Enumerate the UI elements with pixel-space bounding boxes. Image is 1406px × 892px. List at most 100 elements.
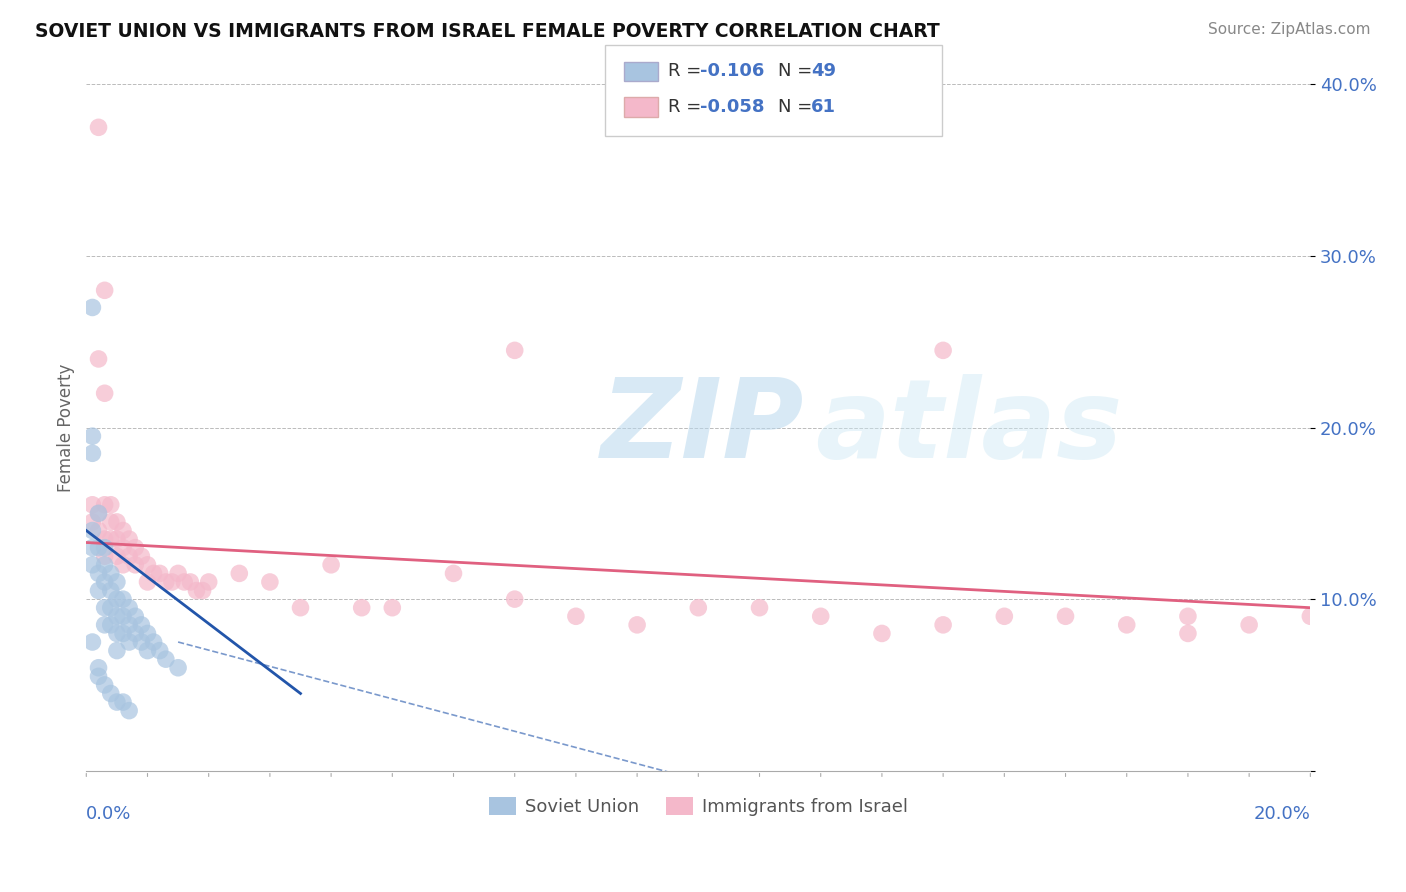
Point [443, 566, 465, 581]
Point [142, 635, 165, 649]
Point [136, 558, 159, 572]
Point [1177, 626, 1199, 640]
Point [350, 600, 373, 615]
Point [105, 643, 128, 657]
Point [160, 574, 183, 589]
Point [173, 574, 195, 589]
Text: -0.058: -0.058 [700, 98, 765, 116]
Point [1054, 609, 1077, 624]
Point [93, 678, 115, 692]
Point [118, 600, 141, 615]
Point [1115, 618, 1137, 632]
Point [381, 600, 404, 615]
Point [87, 669, 110, 683]
Point [93, 498, 115, 512]
Point [93, 618, 115, 632]
Point [131, 618, 153, 632]
Point [124, 541, 146, 555]
Point [118, 618, 141, 632]
Point [93, 549, 115, 564]
Point [155, 574, 177, 589]
Point [503, 592, 526, 607]
Point [100, 498, 122, 512]
Point [82, 541, 104, 555]
Point [142, 566, 165, 581]
Text: 0.0%: 0.0% [86, 805, 132, 823]
Point [82, 515, 104, 529]
Point [626, 618, 648, 632]
Point [149, 566, 172, 581]
Point [100, 686, 122, 700]
Point [105, 532, 128, 546]
Point [1299, 609, 1322, 624]
Point [100, 600, 122, 615]
Point [105, 609, 128, 624]
Point [100, 532, 122, 546]
Point [167, 566, 190, 581]
Point [87, 661, 110, 675]
Point [100, 618, 122, 632]
Point [111, 626, 134, 640]
Text: R =: R = [668, 98, 707, 116]
Point [111, 592, 134, 607]
Text: SOVIET UNION VS IMMIGRANTS FROM ISRAEL FEMALE POVERTY CORRELATION CHART: SOVIET UNION VS IMMIGRANTS FROM ISRAEL F… [35, 22, 939, 41]
Point [100, 583, 122, 598]
Point [131, 549, 153, 564]
Point [105, 695, 128, 709]
Point [82, 635, 104, 649]
Point [810, 609, 832, 624]
Point [932, 618, 955, 632]
Point [105, 592, 128, 607]
Point [82, 429, 104, 443]
Point [124, 609, 146, 624]
Point [105, 626, 128, 640]
Point [503, 343, 526, 358]
Point [131, 635, 153, 649]
Point [565, 609, 588, 624]
Point [100, 566, 122, 581]
Point [105, 515, 128, 529]
Point [93, 600, 115, 615]
Point [993, 609, 1015, 624]
Point [105, 549, 128, 564]
Point [87, 351, 110, 366]
Point [118, 532, 141, 546]
Point [93, 532, 115, 546]
Text: Source: ZipAtlas.com: Source: ZipAtlas.com [1208, 22, 1371, 37]
Point [82, 558, 104, 572]
Text: N =: N = [778, 62, 817, 80]
Legend: Soviet Union, Immigrants from Israel: Soviet Union, Immigrants from Israel [481, 789, 915, 823]
Point [1237, 618, 1260, 632]
Text: 61: 61 [811, 98, 837, 116]
Point [111, 524, 134, 538]
Point [87, 507, 110, 521]
Point [118, 549, 141, 564]
Point [197, 574, 219, 589]
Point [82, 498, 104, 512]
Point [136, 626, 159, 640]
Point [1177, 609, 1199, 624]
Point [259, 574, 281, 589]
Point [290, 600, 312, 615]
Point [87, 120, 110, 135]
Point [118, 704, 141, 718]
Point [149, 643, 172, 657]
Point [124, 558, 146, 572]
Point [186, 583, 208, 598]
Point [93, 558, 115, 572]
Y-axis label: Female Poverty: Female Poverty [58, 363, 75, 491]
Point [155, 652, 177, 666]
Point [228, 566, 250, 581]
Text: R =: R = [668, 62, 707, 80]
Point [100, 515, 122, 529]
Point [932, 343, 955, 358]
Point [319, 558, 342, 572]
Point [179, 574, 201, 589]
Point [82, 524, 104, 538]
Point [136, 574, 159, 589]
Text: -0.106: -0.106 [700, 62, 765, 80]
Point [87, 583, 110, 598]
Point [191, 583, 214, 598]
Point [93, 283, 115, 297]
Point [118, 635, 141, 649]
